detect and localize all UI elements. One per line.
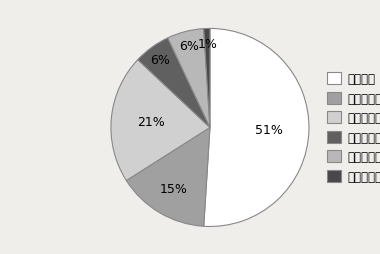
Text: 6%: 6%	[150, 54, 170, 67]
Wedge shape	[168, 29, 210, 128]
Legend: ほぼ毎日, １週間の半分以上, １週間に数日程度, ２週間に数日程度, １か月に数日程度, 外出していない: ほぼ毎日, １週間の半分以上, １週間に数日程度, ２週間に数日程度, １か月に…	[327, 73, 380, 183]
Wedge shape	[204, 29, 309, 227]
Wedge shape	[204, 29, 210, 128]
Wedge shape	[111, 60, 210, 181]
Text: 21%: 21%	[137, 116, 165, 129]
Wedge shape	[126, 128, 210, 226]
Text: 51%: 51%	[255, 123, 283, 136]
Text: 6%: 6%	[179, 40, 199, 53]
Text: 1%: 1%	[197, 38, 217, 51]
Wedge shape	[138, 39, 210, 128]
Text: 15%: 15%	[160, 183, 188, 196]
